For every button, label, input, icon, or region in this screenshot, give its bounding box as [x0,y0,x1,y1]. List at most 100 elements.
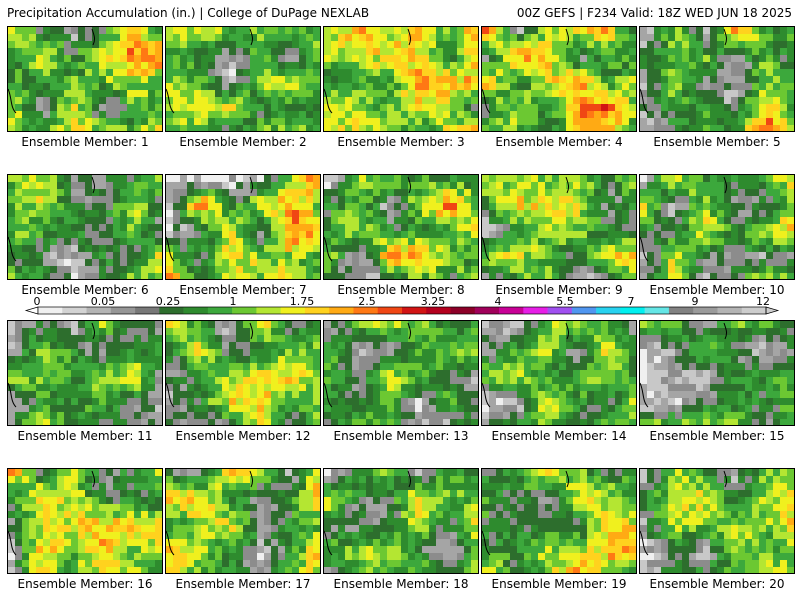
coastline [324,28,412,114]
ensemble-panel [639,320,795,426]
legend-swatch [741,307,767,314]
legend-tick-label: 2.5 [358,295,376,308]
legend-swatch [183,307,209,314]
ensemble-panel [639,26,795,132]
panel-label: Ensemble Member: 15 [649,429,785,443]
precip-map [8,175,162,279]
panel-label: Ensemble Member: 13 [333,429,469,443]
panel-label: Ensemble Member: 14 [491,429,627,443]
precip-map [324,27,478,131]
legend-swatch [644,307,670,314]
valid-time: 00Z GEFS | F234 Valid: 18Z WED JUN 18 20… [516,6,792,20]
coastline [482,322,570,408]
panel-label: Ensemble Member: 2 [179,135,307,149]
ensemble-panel [323,26,479,132]
panel-label: Ensemble Member: 10 [649,283,785,297]
legend-swatch [207,307,233,314]
legend-swatch [499,307,524,314]
panel-label: Ensemble Member: 8 [337,283,465,297]
legend-tick-label: 4 [494,295,502,308]
legend-tick-label: 9 [691,295,699,308]
precip-map [640,321,794,425]
legend-swatch [693,307,718,314]
legend-swatch [256,307,281,314]
panel-label: Ensemble Member: 5 [653,135,781,149]
ensemble-panel [7,320,163,426]
legend-swatch [620,307,645,314]
ensemble-panel [323,174,479,280]
legend-swatch [38,307,63,314]
legend-tick-label: 0 [33,295,41,308]
precip-map [8,27,162,131]
precip-map [166,175,320,279]
panel-label: Ensemble Member: 12 [175,429,311,443]
coastline [166,470,254,556]
legend-tick-label: 3.25 [420,295,446,308]
legend-swatch [86,307,112,314]
panel-label: Ensemble Member: 6 [21,283,149,297]
panel-label: Ensemble Member: 11 [17,429,153,443]
legend-swatch [280,307,306,314]
ensemble-panel [165,320,321,426]
legend-swatch [402,307,427,314]
coastline [640,322,728,408]
coastline [640,28,728,114]
legend-swatch [474,307,500,314]
legend-tick-label: 0.05 [90,295,116,308]
legend-swatch [547,307,573,314]
precip-map [482,321,636,425]
precip-map [482,175,636,279]
ensemble-panel [7,26,163,132]
coastline [482,176,570,262]
legend-tick-label: 1.75 [289,295,315,308]
color-legend: 0 0.05 0.25 1 1.75 2.5 3.25 4 5.5 7 9 12 [0,296,800,320]
precip-map [8,469,162,573]
ensemble-panel [7,468,163,574]
coastline [166,176,254,262]
ensemble-panel [7,174,163,280]
legend-swatch [450,307,476,314]
panel-label: Ensemble Member: 18 [333,577,469,591]
panel-label: Ensemble Member: 20 [649,577,785,591]
coastline [482,28,570,114]
legend-swatch [232,307,257,314]
legend-swatch [110,307,136,314]
precip-map [640,175,794,279]
panel-label: Ensemble Member: 7 [179,283,307,297]
coastline [482,470,570,556]
ensemble-panel [165,174,321,280]
ensemble-panel [639,174,795,280]
chart-title: Precipitation Accumulation (in.) | Colle… [7,6,370,20]
legend-colorbar [24,306,780,315]
ensemble-panel [481,468,637,574]
legend-tick-label: 7 [627,295,635,308]
precip-map [482,469,636,573]
coastline [8,322,96,408]
coastline [166,28,254,114]
coastline [8,470,96,556]
legend-swatch [62,307,87,314]
legend-low-arrow [24,306,39,315]
ensemble-panel [165,26,321,132]
legend-swatch [159,307,184,314]
ensemble-panel [323,320,479,426]
legend-border [37,306,767,315]
ensemble-panel [165,468,321,574]
panel-label: Ensemble Member: 9 [495,283,623,297]
legend-swatch [426,307,451,314]
legend-swatch [329,307,354,314]
ensemble-panel [481,174,637,280]
legend-swatch [135,307,160,314]
precip-map [324,175,478,279]
legend-swatch [596,307,621,314]
ensemble-panel [639,468,795,574]
coastline [324,470,412,556]
coastline [640,470,728,556]
coastline [640,176,728,262]
panel-label: Ensemble Member: 4 [495,135,623,149]
precip-map [166,469,320,573]
ensemble-panel [323,468,479,574]
precip-map [8,321,162,425]
legend-swatch [523,307,548,314]
legend-swatch [571,307,597,314]
